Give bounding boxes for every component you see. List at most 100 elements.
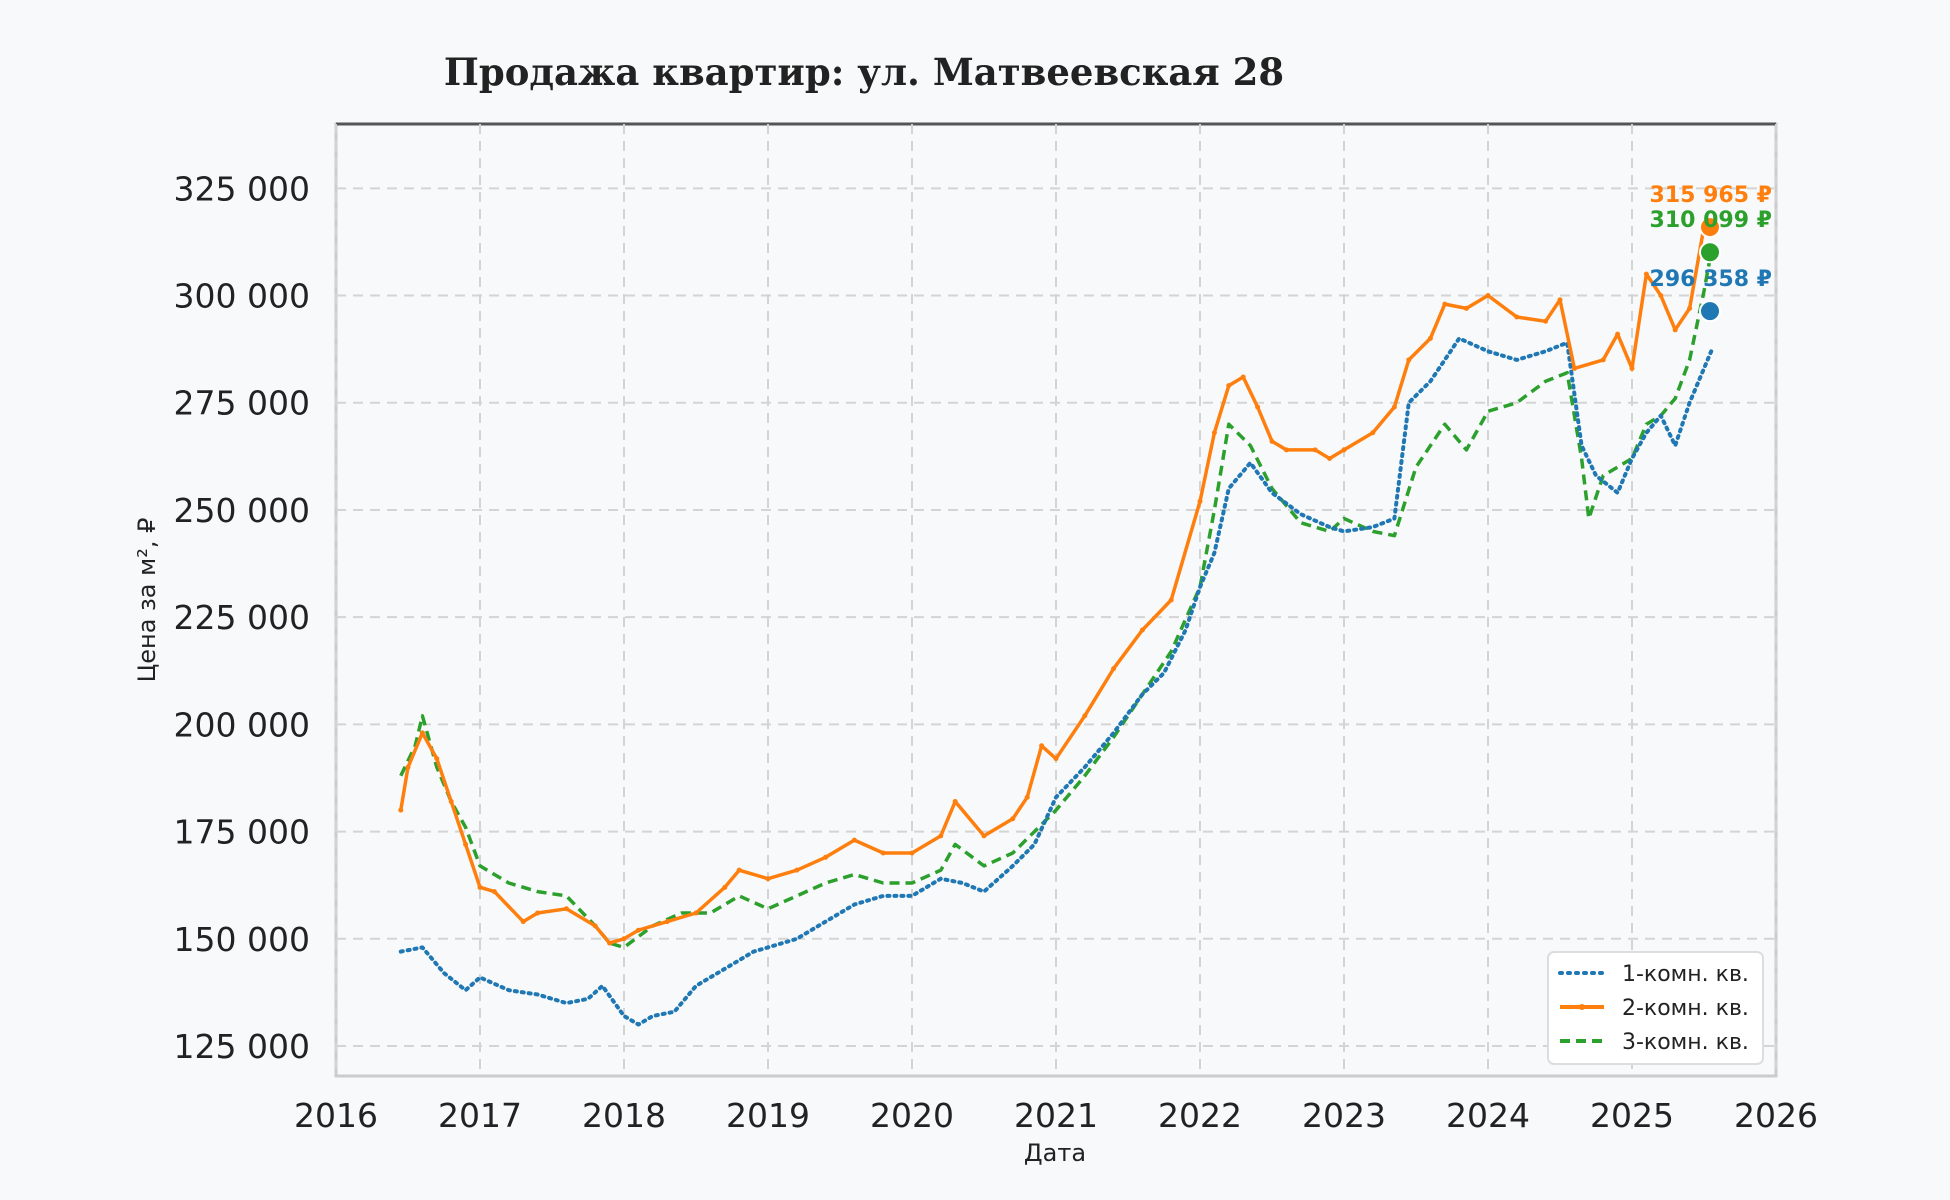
series-2-point bbox=[1168, 597, 1174, 603]
series-2-point bbox=[1485, 293, 1491, 299]
series-2-point bbox=[1615, 331, 1621, 337]
series-2-point bbox=[851, 837, 857, 843]
y-tick-label: 325 000 bbox=[174, 169, 310, 208]
x-tick-label: 2018 bbox=[582, 1096, 666, 1135]
series-2-point bbox=[952, 799, 958, 805]
series-2-point bbox=[1672, 327, 1678, 333]
series-2-point bbox=[520, 919, 526, 925]
x-tick-label: 2024 bbox=[1446, 1096, 1530, 1135]
series-2-point bbox=[736, 867, 742, 873]
y-tick-label: 250 000 bbox=[174, 491, 310, 530]
x-tick-label: 2025 bbox=[1590, 1096, 1674, 1135]
series-2-point bbox=[722, 884, 728, 890]
series-2-point bbox=[880, 850, 886, 856]
series-2-point bbox=[563, 906, 569, 912]
y-tick-label: 300 000 bbox=[174, 277, 310, 316]
legend-box bbox=[1547, 951, 1764, 1065]
series-2-point bbox=[1370, 430, 1376, 436]
x-tick-label: 2016 bbox=[294, 1096, 378, 1135]
series-2-point bbox=[1283, 447, 1289, 453]
grid bbox=[335, 124, 1777, 1076]
series-2-point bbox=[1557, 297, 1563, 303]
end-markers: 315 965 ₽310 099 ₽ 296 358 ₽ bbox=[1650, 183, 1772, 323]
series-2-point bbox=[1442, 301, 1448, 307]
y-tick-label: 275 000 bbox=[174, 384, 310, 423]
end-marker-3 bbox=[1699, 300, 1721, 323]
series-2-point bbox=[463, 841, 469, 847]
series-2-point bbox=[938, 833, 944, 839]
x-tick-label: 2022 bbox=[1158, 1096, 1242, 1135]
legend-swatch-2-marker bbox=[1579, 1004, 1585, 1010]
series-2-point bbox=[1139, 627, 1145, 633]
series-2-point bbox=[1024, 794, 1030, 800]
y-tick-label: 125 000 bbox=[174, 1027, 310, 1066]
x-tick-label: 2021 bbox=[1014, 1096, 1098, 1135]
legend-label-2: 2-комн. кв. bbox=[1622, 996, 1749, 1021]
series-2-point bbox=[823, 854, 829, 860]
series-2-point bbox=[1600, 357, 1606, 363]
series-2-point bbox=[1687, 305, 1693, 311]
series-2-point bbox=[1571, 365, 1577, 371]
series-2-point bbox=[1240, 374, 1246, 380]
series-2-point bbox=[1010, 816, 1016, 822]
x-tick-label: 2020 bbox=[870, 1096, 954, 1135]
series-2-point bbox=[664, 919, 670, 925]
end-value-label: 296 358 ₽ bbox=[1650, 267, 1772, 292]
series-2-point bbox=[398, 807, 404, 813]
series-2-point bbox=[1427, 335, 1433, 341]
series-2-point bbox=[1658, 293, 1664, 299]
x-tick-label: 2017 bbox=[438, 1096, 522, 1135]
y-tick-label: 175 000 bbox=[174, 813, 310, 852]
series-2-point bbox=[592, 923, 598, 929]
series-2-point bbox=[1327, 455, 1333, 461]
series-2-point bbox=[419, 730, 425, 736]
series-2-point bbox=[1255, 404, 1261, 410]
series-2-point bbox=[1514, 314, 1520, 320]
x-axis-label: Дата bbox=[1024, 1139, 1086, 1167]
series-line-1 bbox=[398, 336, 1714, 1027]
chart-title: Продажа квартир: ул. Матвеевская 28 bbox=[444, 50, 1284, 94]
series-2-point bbox=[1039, 743, 1045, 749]
series-2-point bbox=[765, 876, 771, 882]
series-2-point bbox=[1312, 447, 1318, 453]
legend-label-1: 1-комн. кв. bbox=[1622, 962, 1749, 987]
series-2-point bbox=[1211, 430, 1217, 436]
series-2-point bbox=[448, 799, 454, 805]
series-2-point bbox=[405, 764, 411, 770]
y-tick-label: 150 000 bbox=[174, 920, 310, 959]
series-2-point bbox=[491, 889, 497, 895]
series-2-point bbox=[635, 927, 641, 933]
series-2-point bbox=[1463, 305, 1469, 311]
legend-label-3: 3-комн. кв. bbox=[1622, 1030, 1749, 1055]
x-tick-label: 2023 bbox=[1302, 1096, 1386, 1135]
series-2-point bbox=[1643, 271, 1649, 277]
x-tick-label: 2019 bbox=[726, 1096, 810, 1135]
series-2-point bbox=[1406, 357, 1412, 363]
series-2-point bbox=[1391, 404, 1397, 410]
series-line-3 bbox=[399, 251, 1713, 950]
series-2-point bbox=[909, 850, 915, 856]
series-2-point bbox=[1226, 383, 1232, 389]
series-2-point bbox=[607, 940, 613, 946]
series-2-point bbox=[1629, 365, 1635, 371]
series-2-point bbox=[535, 910, 541, 916]
series-2-point bbox=[477, 884, 483, 890]
series-2-point bbox=[1111, 666, 1117, 672]
y-tick-label: 225 000 bbox=[174, 598, 310, 637]
series-line-2 bbox=[399, 225, 1712, 945]
y-axis-label: Цена за м², ₽ bbox=[133, 518, 161, 683]
end-marker-1 bbox=[1699, 216, 1721, 239]
end-marker-2 bbox=[1699, 241, 1721, 264]
series-2-point bbox=[981, 833, 987, 839]
series-2-point bbox=[1197, 498, 1203, 504]
series-2-point bbox=[1082, 713, 1088, 719]
series-2-point bbox=[621, 936, 627, 942]
series-2-point bbox=[1341, 447, 1347, 453]
series-2-point bbox=[693, 910, 699, 916]
end-value-label: 310 099 ₽ bbox=[1650, 208, 1772, 233]
series-2-point bbox=[434, 756, 440, 762]
series-2-point bbox=[1543, 318, 1549, 324]
legend: 1-комн. кв. 2-комн. кв. 3-комн. кв. bbox=[1547, 951, 1764, 1065]
